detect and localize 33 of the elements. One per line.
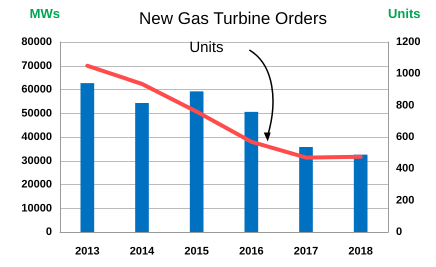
- x-tick-label: 2016: [239, 246, 264, 258]
- y-tick-label: 80000: [21, 36, 52, 48]
- y2-tick-label: 400: [396, 162, 414, 175]
- y-tick-label: 10000: [21, 202, 52, 214]
- annotation: Units: [189, 39, 224, 56]
- line-series: [85, 64, 363, 160]
- x-tick-label: 2013: [75, 246, 100, 258]
- x-tick-label: 2014: [130, 246, 156, 258]
- y-tick-label: 40000: [21, 131, 52, 143]
- y2-tick-label: 600: [396, 131, 414, 143]
- bar: [354, 154, 368, 232]
- y2-tick-label: 200: [396, 194, 414, 206]
- bar: [190, 91, 204, 232]
- y-tick-label: 50000: [21, 107, 52, 120]
- y2-axis-title: Units: [388, 6, 420, 21]
- y-tick-label: 0: [46, 226, 52, 238]
- y2-tick-label: 800: [396, 99, 414, 112]
- y2-tick-label: 0: [396, 226, 402, 238]
- y-tick-label: 60000: [21, 84, 52, 96]
- y-tick-label: 30000: [21, 154, 52, 167]
- y-tick-label: 70000: [21, 60, 52, 72]
- x-tick-label: 2015: [184, 246, 209, 258]
- bar: [80, 83, 94, 232]
- y2-tick-label: 1200: [396, 36, 420, 48]
- bar: [299, 146, 313, 232]
- x-tick-label: 2018: [348, 246, 373, 258]
- y-axis-title: MWs: [30, 6, 60, 21]
- x-tick-label: 2017: [294, 246, 318, 258]
- y-tick-label: 20000: [21, 178, 52, 190]
- bar: [244, 112, 258, 232]
- y2-tick-label: 1000: [396, 68, 420, 80]
- bar: [135, 103, 149, 232]
- chart-title: New Gas Turbine Orders: [138, 9, 328, 28]
